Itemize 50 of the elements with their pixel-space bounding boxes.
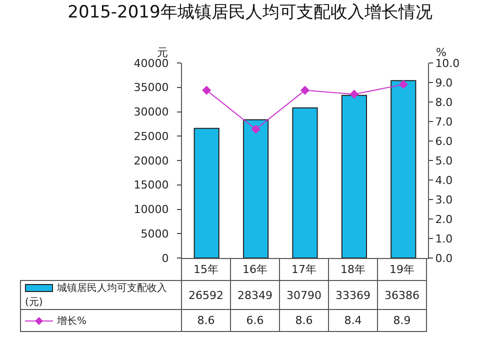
x-tick-label: 15年 <box>182 258 230 280</box>
data-label: 8.9 <box>378 310 426 332</box>
y-tick-label: 15000 <box>134 178 169 192</box>
y-axis-title: 元 <box>157 46 168 59</box>
y-tick-label: 0 <box>162 252 169 265</box>
y2-tick-label: 9.0 <box>435 76 453 90</box>
bar <box>194 128 220 258</box>
y-tick-label: 10000 <box>134 203 169 216</box>
y2-tick-label: 8.0 <box>435 96 453 109</box>
y2-tick-label: 7.0 <box>435 115 453 128</box>
y-tick-label: 35000 <box>134 81 169 94</box>
y2-tick-label: 4.0 <box>435 174 453 187</box>
point <box>202 86 212 95</box>
y2-tick-label: 1.0 <box>435 232 453 246</box>
x-tick-label: 17年 <box>280 258 328 280</box>
data-label: 33369 <box>328 280 378 310</box>
y-tick-label: 40000 <box>134 56 169 70</box>
data-label: 36386 <box>378 280 426 310</box>
data-label: 8.4 <box>328 310 378 332</box>
y2-tick-label: 5.0 <box>435 154 453 168</box>
y2-axis-title: % <box>436 46 446 59</box>
y2-tick-label: 3.0 <box>435 193 453 206</box>
chart-title: 2015-2019年城镇居民人均可支配收入增长情况 <box>68 2 432 22</box>
data-label: 8.6 <box>182 310 230 332</box>
point <box>300 86 310 95</box>
x-tick-label: 18年 <box>328 258 378 280</box>
data-label: 8.6 <box>280 310 328 332</box>
y2-tick-label: 0.0 <box>435 252 453 265</box>
bar <box>341 94 367 258</box>
data-label: 26592 <box>182 280 230 310</box>
bar <box>243 119 269 258</box>
y-tick-label: 5000 <box>140 227 169 240</box>
data-label: 28349 <box>230 280 280 310</box>
text: 城镇居民人均可支配收入(元) <box>25 283 167 308</box>
bar <box>390 80 416 258</box>
y-tick-label: 30000 <box>134 106 169 119</box>
y2-tick-label: 2.0 <box>435 212 453 226</box>
data-label: 6.6 <box>230 310 280 332</box>
point <box>398 80 408 89</box>
point <box>251 124 260 134</box>
y-tick-label: 20000 <box>134 154 169 168</box>
x-tick-label: 16年 <box>230 258 280 280</box>
point <box>350 90 359 99</box>
legend-label: 增长% <box>57 316 87 326</box>
bar <box>292 107 318 258</box>
y2-tick-label: 10.0 <box>435 56 460 70</box>
x-tick-label: 19年 <box>378 258 426 280</box>
y-tick-label: 25000 <box>134 130 169 143</box>
y2-tick-label: 6.0 <box>435 134 453 148</box>
data-label: 30790 <box>280 280 328 310</box>
